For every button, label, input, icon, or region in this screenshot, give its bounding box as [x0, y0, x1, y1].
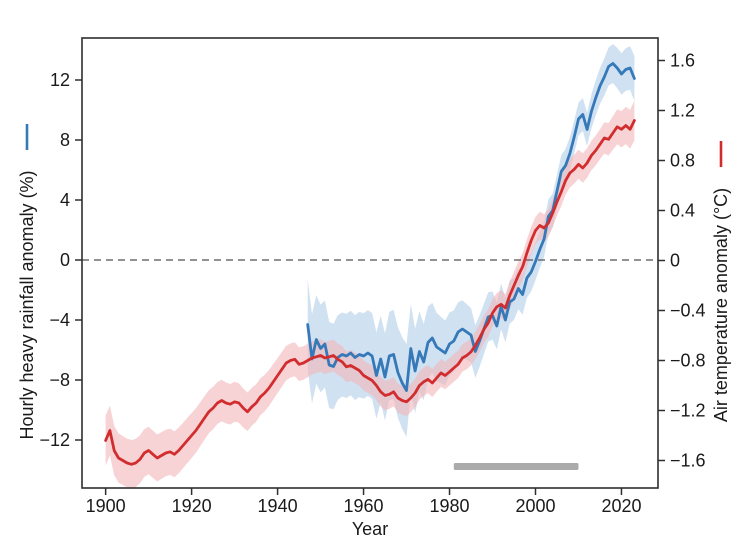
series-lines-layer [104, 62, 636, 466]
air-temperature-anomaly-line [104, 119, 636, 466]
y-right-tick-label: −1.6 [670, 451, 706, 471]
y-right-axis-title: Air temperature anomaly (°C) [711, 188, 731, 422]
baseline-period-bar-layer [453, 463, 579, 470]
plot-frame [81, 37, 659, 489]
y-right-tick-label: 0.4 [670, 201, 695, 221]
tick-labels-layer: 1900 1920 1940 1960 1980 2000 2020 12 8 4 0 −4 −8 −12… [39, 51, 705, 517]
x-tick-label: 1940 [258, 496, 298, 516]
y-left-tick-label: −8 [49, 370, 70, 390]
y-right-tick-label: 1.6 [670, 51, 695, 71]
y-left-tick-label: 0 [60, 250, 70, 270]
y-left-tick-label: 8 [60, 130, 70, 150]
y-left-tick-label: 12 [50, 70, 70, 90]
y-right-tick-label: 0.8 [670, 151, 695, 171]
x-tick-label: 2020 [601, 496, 641, 516]
y-right-tick-label: −0.4 [670, 301, 706, 321]
baseline-period-bar [453, 463, 579, 470]
y-left-tick-label: −4 [49, 310, 70, 330]
confidence-bands-layer [105, 44, 635, 488]
y-right-tick-label: 0 [670, 251, 680, 271]
tick-marks-layer [75, 59, 665, 495]
x-axis-title: Year [352, 519, 388, 539]
x-tick-label: 2000 [515, 496, 555, 516]
y-left-axis-title: Hourly heavy rainfall anomaly (%) [17, 170, 37, 439]
y-right-tick-label: −0.8 [670, 351, 706, 371]
y-right-tick-label: 1.2 [670, 101, 695, 121]
hourly-heavy-rainfall-anomaly-line [306, 62, 636, 392]
x-tick-label: 1960 [344, 496, 384, 516]
y-left-tick-label: −12 [39, 430, 70, 450]
air-temperature-anomaly-confidence-band [105, 100, 635, 488]
y-right-tick-label: −1.2 [670, 401, 706, 421]
plot-frame-layer [81, 37, 659, 489]
x-tick-label: 1900 [86, 496, 126, 516]
x-tick-label: 1980 [429, 496, 469, 516]
hourly-heavy-rainfall-anomaly-confidence-band [307, 44, 635, 437]
x-tick-label: 1920 [172, 496, 212, 516]
y-left-tick-label: 4 [60, 190, 70, 210]
